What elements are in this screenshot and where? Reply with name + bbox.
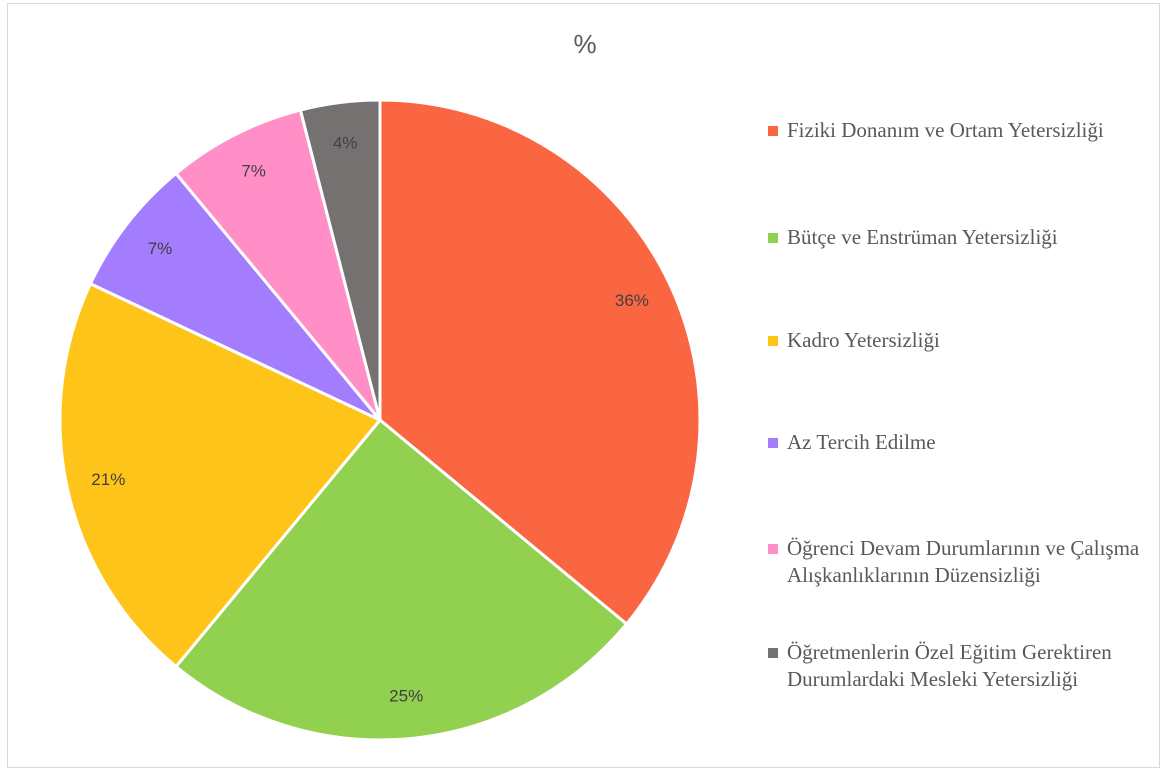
legend-item: Kadro Yetersizliği [768,327,1153,354]
legend-label: Bütçe ve Enstrüman Yetersizliği [787,225,1058,249]
legend-label: Az Tercih Edilme [787,430,936,454]
pie-slice [173,108,382,421]
legend-item: Fiziki Donanım ve Ortam Yetersizliği [768,117,1153,144]
pie-slice [378,98,702,627]
legend-item: Öğretmenlerin Özel Eğitim Gerektiren Dur… [768,639,1153,693]
legend-item: Öğrenci Devam Durumlarının ve Çalışma Al… [768,535,1153,589]
legend-item: Bütçe ve Enstrüman Yetersizliği [768,224,1153,251]
legend-swatch [768,336,778,346]
data-label: 36% [615,291,649,310]
legend-label: Öğretmenlerin Özel Eğitim Gerektiren Dur… [787,640,1112,691]
pie-slice [173,417,629,742]
pie-slice [298,98,382,421]
legend-swatch [768,233,778,243]
pie-slice [88,171,382,422]
legend-swatch [768,648,778,658]
legend-label: Öğrenci Devam Durumlarının ve Çalışma Al… [787,536,1140,587]
data-label: 7% [148,239,173,258]
chart-title: % [573,29,596,59]
legend-label: Fiziki Donanım ve Ortam Yetersizliği [787,118,1104,142]
legend-item: Az Tercih Edilme [768,429,1153,456]
data-label: 25% [389,687,423,706]
data-label: 21% [91,470,125,489]
legend-swatch [768,126,778,136]
legend-swatch [768,438,778,448]
pie-slice [58,281,383,669]
data-label: 7% [241,161,266,180]
data-label: 4% [333,133,358,152]
legend-swatch [768,544,778,554]
legend-label: Kadro Yetersizliği [787,328,940,352]
